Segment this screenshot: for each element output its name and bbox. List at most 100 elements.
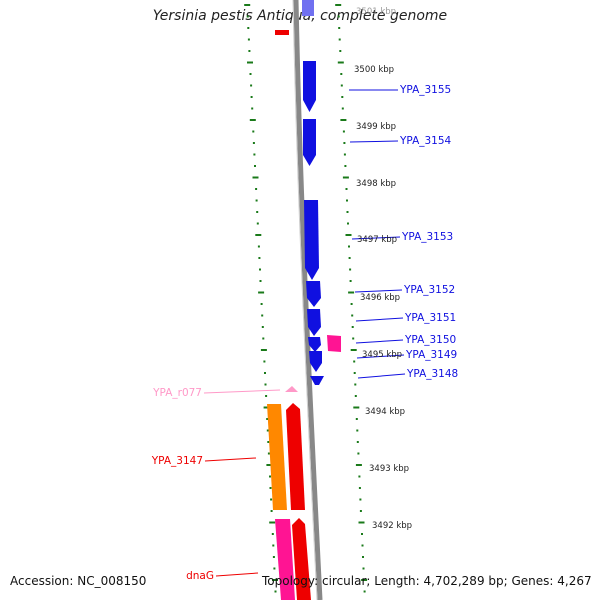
right-tick-mark [359,498,362,501]
right-tick-mark [355,418,358,420]
left-tick-mark [260,303,263,305]
top-feature [275,30,289,35]
gene-pink-right[interactable] [327,335,341,352]
left-tick-mark [258,291,265,294]
top-blue-segment [302,0,314,16]
left-tick-mark [261,314,264,317]
gene-dnag-pink[interactable] [275,519,295,600]
left-tick-mark [247,27,250,29]
left-tick-mark [272,544,275,547]
gene-ypa-3155[interactable] [303,61,316,112]
scale-3495: 3495 kbp [362,350,402,360]
right-tick-mark [353,406,360,409]
gene-ypa-3148[interactable] [310,376,324,385]
right-tick-mark [343,153,346,156]
right-tick-mark [343,142,346,144]
gene-ypa-3152[interactable] [306,281,321,307]
gene-label-ypa-3151[interactable]: YPA_3151 [404,312,456,324]
right-tick-mark [351,326,354,328]
right-tick-mark [350,303,353,305]
scale-3497: 3497 kbp [357,235,397,245]
right-tick-mark [356,441,359,443]
right-tick-mark [341,96,344,98]
left-tick-mark [262,337,265,340]
gene-ypa-3153[interactable] [304,200,319,280]
right-tick-mark [339,50,342,52]
left-tick-mark [273,567,276,570]
left-tick-mark [255,188,258,190]
left-tick-mark [250,96,253,98]
gene-label-ypa-3148[interactable]: YPA_3148 [406,368,458,380]
gene-ypa-3147-red[interactable] [286,403,305,510]
gene-label-ypa-3155[interactable]: YPA_3155 [399,84,451,96]
left-tick-mark [252,130,255,133]
gene-ypa-3147-orange[interactable] [267,404,287,510]
left-tick-mark [247,38,250,41]
right-tick-mark [337,15,340,18]
left-tick-mark [247,61,253,64]
left-tick-mark [269,475,271,478]
right-tick-mark [357,452,360,455]
left-tick-mark [272,556,275,558]
scale-3493: 3493 kbp [369,464,409,474]
left-tick-mark [253,153,256,156]
left-tick-mark [256,211,259,213]
right-tick-mark [354,395,357,397]
left-tick-mark [254,165,256,167]
right-tick-mark [344,165,347,167]
right-tick-mark [346,211,349,213]
right-tick-mark [353,360,356,363]
left-tick-mark [255,234,262,236]
left-tick-mark [259,268,261,271]
right-tick-mark [353,372,356,374]
right-tick-mark [362,567,365,570]
gene-ypa-3149[interactable] [309,351,322,372]
left-tick-mark [258,257,261,259]
scale-3501: 3501 kbp [356,7,396,17]
right-tick-mark [361,544,364,547]
right-tick-mark [346,199,348,202]
right-tick-mark [340,73,343,75]
right-tick-mark [345,234,352,236]
right-tick-mark [349,268,352,271]
left-tick-mark [248,50,251,52]
rna-ypa-r077[interactable] [285,386,298,392]
gene-label-ypa-3154[interactable]: YPA_3154 [399,135,452,147]
right-tick-mark [345,188,348,190]
right-tick-mark [361,579,368,581]
scale-3492: 3492 kbp [372,521,412,531]
right-tick-mark [351,314,354,317]
right-tick-mark [358,487,361,489]
gene-label-ypa-3153[interactable]: YPA_3153 [401,231,453,243]
left-tick-mark [274,590,277,593]
right-tick-mark [356,429,359,432]
right-tick-mark [341,107,344,110]
gene-label-ypa-3152[interactable]: YPA_3152 [403,284,455,296]
gene-ypa-3154[interactable] [303,119,316,166]
right-tick-mark [335,4,342,6]
right-tick-mark [358,521,365,524]
gene-label-ypa-3150[interactable]: YPA_3150 [404,334,456,346]
right-tick-mark [347,222,349,225]
right-tick-mark [358,475,361,478]
gene-label-ypa-3147[interactable]: YPA_3147 [151,455,203,467]
left-tick-mark [246,15,249,18]
left-tick-mark [270,510,273,512]
right-tick-mark [348,291,355,294]
gene-label-ypa-r077[interactable]: YPA_r077 [152,387,202,399]
gene-dnag-red[interactable] [292,518,311,600]
scale-3496: 3496 kbp [360,293,400,303]
gene-label-ypa-3149[interactable]: YPA_3149 [405,349,457,361]
left-tick-mark [271,533,274,535]
gene-ypa-3151[interactable] [307,309,321,336]
left-tick-mark [263,406,270,409]
left-tick-mark [266,418,269,420]
gene-ypa-3150[interactable] [308,337,321,352]
genome-backbone [293,0,323,600]
right-tick-ring [335,4,368,593]
right-tick-mark [348,257,351,259]
left-tick-mark [260,349,267,351]
right-tick-mark [361,533,363,535]
gene-label-dnag[interactable]: dnaG [186,570,214,582]
backbone-highlight [292,0,318,600]
